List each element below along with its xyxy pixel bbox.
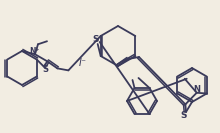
Text: S: S bbox=[92, 36, 99, 45]
Text: I⁻: I⁻ bbox=[79, 58, 87, 68]
Text: S: S bbox=[181, 111, 187, 119]
Text: S: S bbox=[43, 65, 49, 74]
Text: N: N bbox=[193, 85, 200, 94]
Text: N⁺: N⁺ bbox=[29, 47, 39, 56]
